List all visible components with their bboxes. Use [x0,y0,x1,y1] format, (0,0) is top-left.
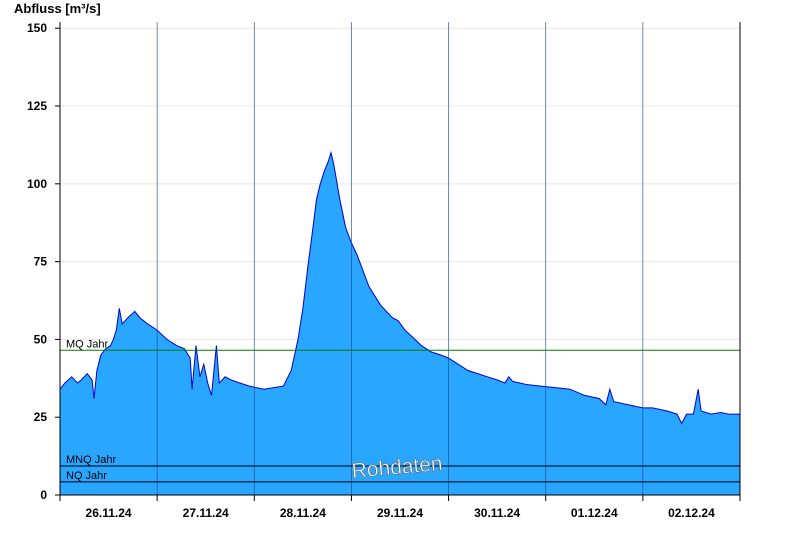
x-tick-label: 27.11.24 [183,506,229,520]
x-tick-label: 30.11.24 [474,506,520,520]
y-tick-label: 0 [40,488,47,502]
y-tick-label: 25 [34,410,48,424]
plot-frame [59,22,741,496]
y-tick-label: 150 [27,21,47,35]
day-separator-lines [156,22,644,495]
x-tick-label: 26.11.24 [86,506,132,520]
series-line [59,150,740,425]
x-tick-label: 29.11.24 [377,506,423,520]
y-tick-label: 125 [27,99,47,113]
discharge-area [59,150,740,495]
reference-line-label: MNQ Jahr [66,454,116,466]
y-tick-label: 75 [34,255,48,269]
x-tick-label: 28.11.24 [280,506,326,520]
x-tick-label: 01.12.24 [571,506,618,520]
y-axis-ticks: 0 25 50 75 100 125 150 [27,21,60,502]
y-tick-label: 50 [34,332,48,346]
reference-line-label: NQ Jahr [66,470,107,482]
y-tick-label: 100 [27,177,47,191]
x-axis-ticks: 26.11.24 27.11.24 28.11.24 29.11.24 30.11.24… [59,495,741,520]
x-tick-label: 02.12.24 [668,506,715,520]
reference-line-label: MQ Jahr [66,338,109,350]
reference-lines: MQ Jahr MNQ Jahr NQ Jahr [60,338,740,483]
y-axis-title: Abfluss [m³/s] [14,1,101,16]
